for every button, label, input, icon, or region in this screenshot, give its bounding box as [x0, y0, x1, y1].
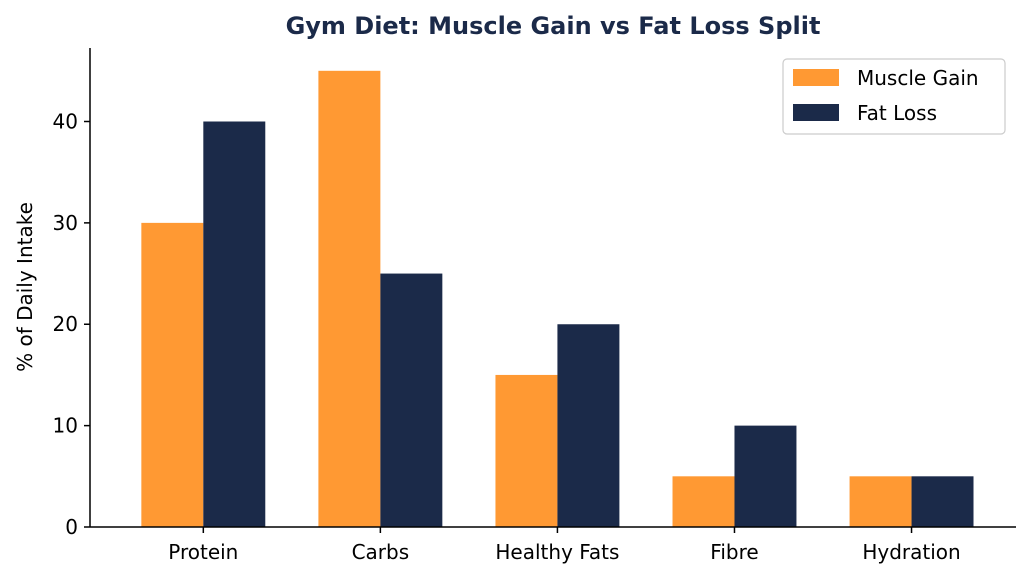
bars-layer [141, 70, 974, 528]
bar-muscle-gain-hydration [849, 476, 912, 527]
bar-fat-loss-fibre [734, 425, 797, 527]
legend-label: Muscle Gain [857, 66, 979, 90]
axes-layer: 0 10 20 30 40 Protein Carbs Healthy Fats Fibre Hy… [53, 48, 1016, 564]
y-tick-label: 40 [53, 109, 78, 133]
legend: Muscle Gain Fat Loss [782, 58, 1006, 135]
y-axis-label: % of Daily Intake [13, 202, 37, 372]
x-tick-label: Protein [168, 540, 238, 564]
y-tick-label: 10 [53, 414, 78, 438]
bar-muscle-gain-healthy-fats [495, 374, 558, 527]
legend-label: Fat Loss [857, 101, 937, 125]
bar-fat-loss-carbs [380, 273, 443, 527]
legend-swatch [793, 69, 839, 86]
y-tick-label: 20 [53, 312, 78, 336]
bar-fat-loss-healthy-fats [557, 324, 620, 527]
y-tick-label: 0 [65, 515, 78, 539]
x-tick-label: Hydration [862, 540, 960, 564]
y-tick-label: 30 [53, 211, 78, 235]
x-tick-label: Carbs [352, 540, 410, 564]
bar-fat-loss-protein [203, 121, 266, 528]
bar-muscle-gain-fibre [672, 476, 735, 527]
bar-muscle-gain-protein [141, 222, 204, 527]
bar-fat-loss-hydration [911, 476, 974, 527]
bar-muscle-gain-carbs [318, 70, 381, 528]
x-tick-label: Healthy Fats [495, 540, 619, 564]
legend-swatch [793, 104, 839, 121]
x-tick-label: Fibre [710, 540, 758, 564]
chart-title: Gym Diet: Muscle Gain vs Fat Loss Split [286, 12, 821, 40]
